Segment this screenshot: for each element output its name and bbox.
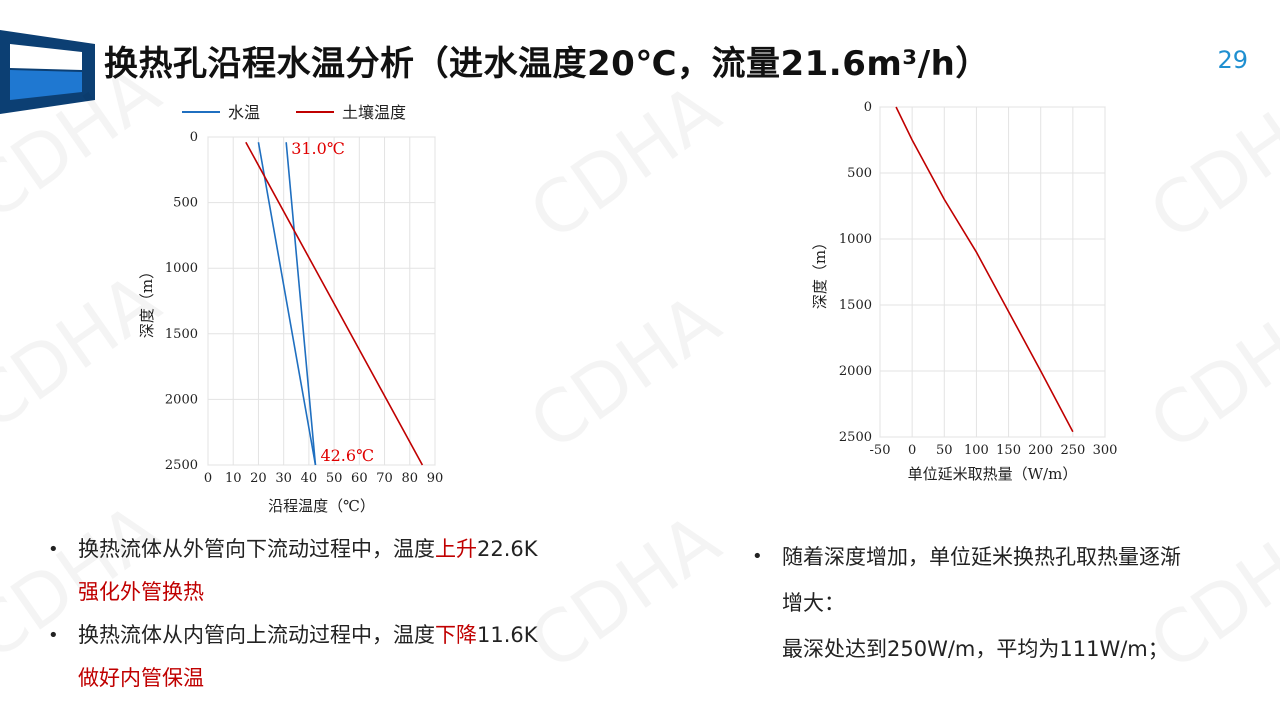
- x-tick-label: 20: [250, 471, 267, 486]
- bullet-item: 随着深度增加，单位延米换热孔取热量逐渐 增大： 最深处达到250W/m，平均为1…: [752, 534, 1262, 672]
- series-line-0: [895, 106, 1074, 433]
- y-tick-label: 0: [864, 100, 872, 115]
- y-tick-label: 500: [173, 196, 198, 211]
- x-tick-label: 50: [326, 471, 343, 486]
- x-tick-label: 50: [936, 443, 953, 458]
- page-number: 29: [1217, 46, 1248, 74]
- company-logo: [0, 30, 95, 114]
- data-annotation: 42.6℃: [320, 446, 374, 465]
- legend-label: 土壤温度: [342, 103, 406, 122]
- legend-label: 水温: [228, 103, 260, 122]
- x-tick-label: 0: [908, 443, 916, 458]
- x-tick-label: 90: [427, 471, 444, 486]
- x-tick-label: 60: [351, 471, 368, 486]
- x-tick-label: 70: [376, 471, 393, 486]
- right-bullet-list: 随着深度增加，单位延米换热孔取热量逐渐 增大： 最深处达到250W/m，平均为1…: [752, 534, 1262, 672]
- heat-extraction-chart: -50 0 50 100 150 200 250 300 0 500 1000 1500 2000 250…: [811, 100, 1118, 483]
- bullet-text-line3: 最深处达到250W/m，平均为111W/m；: [782, 637, 1169, 661]
- series-line-1: [285, 142, 317, 466]
- x-tick-label: 40: [301, 471, 318, 486]
- bullet-value: 11.6K: [477, 623, 538, 647]
- x-tick-label: 300: [1093, 443, 1118, 458]
- x-tick-label: 100: [964, 443, 989, 458]
- bullet-highlight: 下降: [435, 623, 477, 647]
- plot-frame: [207, 136, 436, 466]
- bullet-text: 随着深度增加，单位延米换热孔取热量逐渐: [782, 545, 1181, 569]
- bullet-subline: 强化外管换热: [78, 580, 204, 604]
- y-tick-label: 2000: [839, 364, 872, 379]
- y-tick-label: 1000: [165, 261, 198, 276]
- bullet-highlight: 上升: [435, 537, 477, 561]
- bullet-value: 22.6K: [477, 537, 538, 561]
- x-tick-label: 10: [225, 471, 242, 486]
- watermark: CDHA: [515, 278, 734, 467]
- left-bullet-list: 换热流体从外管向下流动过程中，温度上升22.6K 强化外管换热 换热流体从内管向…: [48, 528, 688, 700]
- watermark: CDHA: [1135, 68, 1280, 257]
- x-tick-label: 200: [1028, 443, 1053, 458]
- data-annotation: 31.0℃: [291, 139, 345, 158]
- y-tick-label: 1500: [165, 327, 198, 342]
- y-tick-label: 0: [190, 130, 198, 145]
- bullet-text: 换热流体从内管向上流动过程中，温度: [78, 623, 435, 647]
- bullet-item: 换热流体从内管向上流动过程中，温度下降11.6K 做好内管保温: [48, 614, 688, 700]
- x-tick-label: 150: [996, 443, 1021, 458]
- y-tick-label: 2500: [839, 430, 872, 445]
- x-axis-label: 沿程温度（℃）: [268, 497, 375, 515]
- bullet-text: 换热流体从外管向下流动过程中，温度: [78, 537, 435, 561]
- bullet-text-line2: 增大：: [782, 591, 845, 615]
- x-tick-label: 80: [402, 471, 419, 486]
- bullet-subline: 做好内管保温: [78, 666, 204, 690]
- y-tick-label: 500: [847, 166, 872, 181]
- x-tick-label: 30: [275, 471, 292, 486]
- y-axis-label: 深度（m）: [138, 264, 156, 338]
- water-temperature-chart: 0 10 20 30 40 50 60 70 80 90 0 500 1000 1500 2000 2500 3…: [138, 103, 444, 515]
- y-axis-label: 深度（m）: [811, 235, 829, 309]
- x-tick-label: 0: [204, 471, 212, 486]
- x-tick-label: 250: [1060, 443, 1085, 458]
- y-tick-label: 2000: [165, 392, 198, 407]
- watermark: CDHA: [515, 68, 734, 257]
- y-tick-label: 2500: [165, 458, 198, 473]
- series-line-2: [245, 141, 424, 466]
- y-tick-label: 1000: [839, 232, 872, 247]
- plot-frame: [879, 106, 1106, 438]
- series-line-0: [257, 142, 317, 466]
- slide-title: 换热孔沿程水温分析（进水温度20℃，流量21.6m³/h）: [104, 44, 990, 84]
- y-tick-label: 1500: [839, 298, 872, 313]
- watermark: CDHA: [1135, 278, 1280, 467]
- x-tick-label: -50: [870, 443, 891, 458]
- bullet-item: 换热流体从外管向下流动过程中，温度上升22.6K 强化外管换热: [48, 528, 688, 614]
- x-axis-label: 单位延米取热量（W/m）: [908, 465, 1078, 483]
